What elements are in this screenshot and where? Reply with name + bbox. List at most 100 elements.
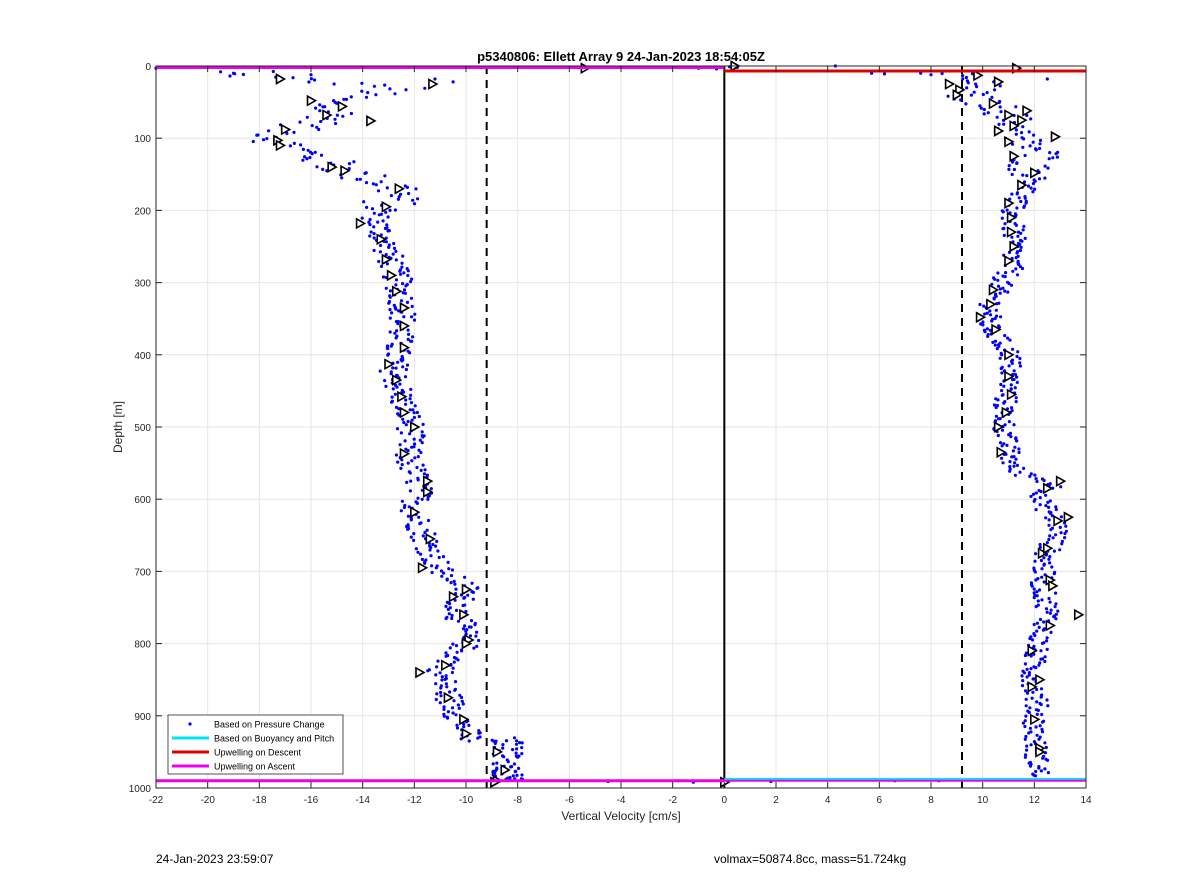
buoyancy-pitch-marker — [422, 486, 434, 498]
pressure-change-point — [451, 80, 455, 84]
pressure-change-point — [1023, 653, 1027, 658]
pressure-change-point — [416, 455, 420, 459]
pressure-change-point — [1023, 689, 1028, 693]
pressure-change-point — [406, 328, 410, 332]
pressure-change-point — [1042, 580, 1046, 584]
pressure-change-point — [448, 646, 452, 650]
pressure-change-point — [1046, 704, 1050, 708]
pressure-change-point — [399, 431, 403, 435]
pressure-change-point — [1000, 428, 1005, 432]
pressure-change-point — [470, 581, 474, 585]
pressure-change-point — [993, 88, 997, 92]
pressure-change-point — [408, 471, 412, 475]
pressure-change-point — [386, 229, 390, 233]
pressure-change-point — [372, 248, 376, 253]
pressure-change-point — [425, 528, 429, 532]
buoyancy-pitch-marker — [993, 125, 1005, 137]
pressure-change-point — [394, 283, 398, 287]
pressure-change-point — [362, 200, 366, 204]
pressure-change-point — [317, 127, 321, 132]
buoyancy-pitch-marker — [1009, 120, 1020, 132]
buoyancy-pitch-marker — [944, 78, 956, 90]
pressure-change-point — [429, 487, 433, 491]
pressure-change-point — [466, 593, 470, 597]
pressure-change-point — [391, 366, 395, 370]
pressure-change-point — [1064, 524, 1068, 528]
pressure-change-point — [1010, 160, 1015, 164]
pressure-change-point — [438, 701, 442, 705]
pressure-change-point — [467, 723, 471, 728]
x-tick-label: -12 — [407, 795, 422, 806]
pressure-change-point — [1037, 737, 1041, 741]
pressure-change-point — [515, 739, 519, 743]
pressure-change-point — [1035, 629, 1039, 633]
pressure-change-point — [1009, 383, 1013, 387]
pressure-change-point — [477, 731, 481, 735]
pressure-change-point — [1054, 617, 1058, 621]
pressure-change-point — [378, 250, 382, 254]
pressure-change-point — [1010, 406, 1014, 410]
pressure-change-point — [514, 751, 518, 755]
pressure-change-point — [291, 76, 295, 80]
pressure-change-point — [421, 435, 425, 439]
pressure-change-point — [994, 308, 998, 312]
pressure-change-point — [395, 329, 399, 333]
pressure-change-point — [383, 226, 387, 230]
pressure-change-point — [990, 95, 994, 99]
buoyancy-pitch-marker — [306, 94, 318, 107]
pressure-change-point — [412, 532, 416, 536]
pressure-change-point — [1031, 181, 1036, 186]
pressure-change-point — [1010, 172, 1014, 177]
pressure-change-point — [1033, 179, 1037, 183]
pressure-change-point — [994, 314, 999, 318]
pressure-change-point — [434, 697, 438, 702]
buoyancy-pitch-marker — [280, 123, 292, 136]
pressure-change-point — [1000, 389, 1004, 393]
pressure-change-point — [995, 115, 999, 119]
pressure-change-point — [433, 77, 437, 81]
pressure-change-point — [1009, 387, 1013, 391]
pressure-change-point — [1054, 602, 1058, 606]
pressure-change-point — [1059, 531, 1063, 535]
pressure-change-point — [1032, 596, 1036, 600]
pressure-change-point — [510, 748, 515, 752]
pressure-change-point — [426, 518, 431, 523]
pressure-change-point — [334, 121, 338, 126]
pressure-change-point — [404, 398, 408, 402]
pressure-change-point — [396, 197, 400, 201]
pressure-change-point — [1035, 621, 1039, 625]
y-tick-label: 100 — [134, 134, 151, 145]
pressure-change-point — [394, 373, 399, 378]
buoyancy-pitch-marker — [1006, 211, 1018, 224]
legend-label-ascent: Upwelling on Ascent — [214, 762, 296, 772]
pressure-change-point — [476, 736, 480, 740]
pressure-change-point — [998, 356, 1002, 360]
pressure-change-point — [401, 365, 405, 369]
y-tick-label: 700 — [134, 567, 151, 578]
buoyancy-pitch-marker — [1055, 475, 1067, 488]
pressure-change-point — [397, 309, 401, 313]
pressure-change-point — [1021, 173, 1025, 177]
pressure-change-point — [411, 335, 415, 339]
pressure-change-point — [1033, 570, 1037, 574]
pressure-change-point — [444, 616, 448, 621]
pressure-change-point — [436, 549, 440, 553]
pressure-change-point — [998, 84, 1002, 88]
pressure-change-point — [1014, 128, 1018, 132]
pressure-change-point — [1051, 536, 1055, 540]
pressure-change-point — [332, 82, 336, 86]
pressure-change-point — [1058, 548, 1062, 552]
pressure-change-point — [506, 776, 510, 780]
pressure-change-point — [433, 532, 437, 536]
pressure-change-point — [1018, 248, 1023, 253]
pressure-change-point — [402, 288, 407, 292]
pressure-change-point — [444, 604, 448, 609]
pressure-change-point — [1045, 647, 1049, 652]
pressure-change-point — [408, 432, 412, 436]
pressure-change-point — [515, 773, 519, 778]
pressure-change-point — [1020, 266, 1025, 271]
pressure-change-point — [406, 527, 410, 531]
buoyancy-pitch-marker — [366, 115, 377, 127]
pressure-change-point — [1008, 469, 1012, 473]
pressure-change-point — [394, 453, 398, 457]
